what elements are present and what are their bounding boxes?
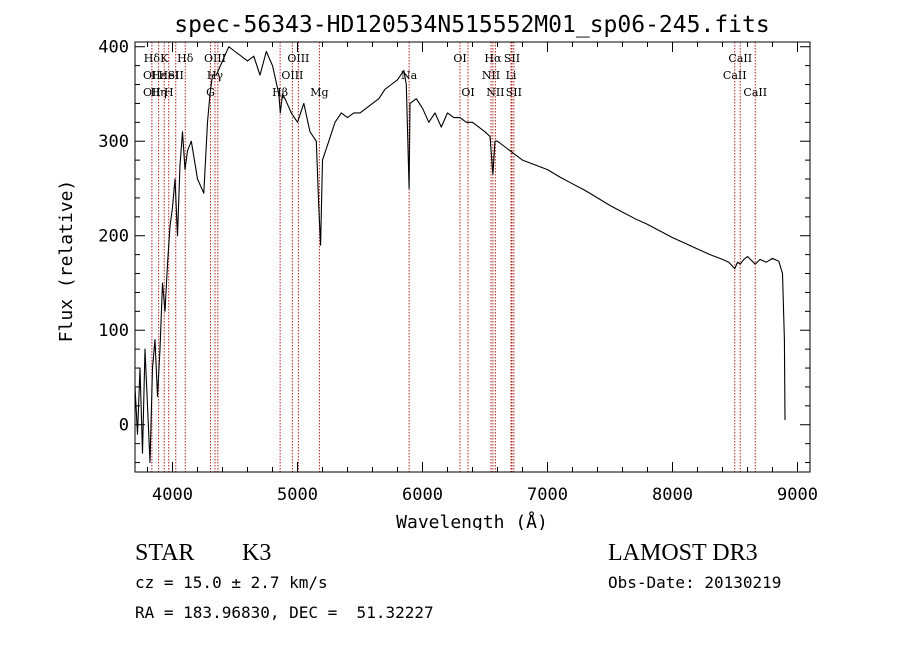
feature-label: OI	[453, 52, 466, 65]
y-tick-label: 0	[119, 416, 129, 436]
feature-label: OIII	[204, 52, 226, 65]
feature-label: CaII	[743, 86, 767, 99]
feature-label: NII	[486, 86, 504, 99]
feature-label: OIII	[281, 69, 303, 82]
feature-label: SII	[506, 86, 522, 99]
x-tick-label: 8000	[652, 485, 693, 505]
x-tick-label: 6000	[402, 485, 443, 505]
feature-label: H	[164, 86, 174, 99]
feature-label: Hγ	[207, 69, 224, 82]
feature-label: OIII	[287, 52, 309, 65]
x-tick-label: 9000	[777, 485, 818, 505]
feature-label: SII	[168, 69, 184, 82]
feature-label: HeI	[159, 69, 179, 82]
y-tick-label: 100	[98, 321, 129, 341]
spectrum-plot: spec-56343-HD120534N515552M01_sp06-245.f…	[56, 12, 818, 530]
feature-label: Hη	[151, 86, 167, 99]
feature-label: Hα	[484, 52, 502, 65]
star-subclass: K3	[242, 540, 272, 566]
x-tick-label: 5000	[277, 485, 318, 505]
feature-label: OII	[143, 86, 161, 99]
feature-label: G	[206, 86, 215, 99]
feature-label: OI	[461, 86, 474, 99]
feature-label: CaII	[728, 52, 752, 65]
feature-label: K	[160, 52, 169, 65]
spectrum-series	[135, 46, 786, 464]
redshift-value: cz = 15.0 ± 2.7 km/s	[135, 573, 328, 592]
survey-name: LAMOST DR3	[608, 540, 758, 566]
plot-frame	[134, 41, 811, 473]
tick-labels: 4000 5000 6000 7000 8000 9000 0 100 200 300 400	[98, 38, 818, 505]
star-class: STAR	[135, 540, 195, 566]
feature-lines	[151, 42, 756, 472]
x-tick-label: 7000	[527, 485, 568, 505]
feature-label: Hδ	[144, 52, 161, 65]
feature-label: SII	[504, 52, 520, 65]
feature-label: OII	[143, 69, 161, 82]
x-axis-label: Wavelength (Å)	[396, 511, 548, 530]
y-tick-label: 300	[98, 132, 129, 152]
ra-dec: RA = 183.96830, DEC = 51.32227	[135, 603, 434, 622]
feature-label: Hε	[151, 69, 167, 82]
obs-date: Obs-Date: 20130219	[608, 573, 782, 592]
y-tick-label: 200	[98, 227, 129, 247]
feature-label: Na	[401, 69, 418, 82]
feature-label: Mg	[310, 86, 328, 99]
chart-title: spec-56343-HD120534N515552M01_sp06-245.f…	[174, 12, 769, 38]
x-tick-label: 4000	[152, 485, 193, 505]
feature-label: Hδ	[177, 52, 194, 65]
y-axis-label: Flux (relative)	[56, 180, 77, 343]
feature-label: CaII	[723, 69, 747, 82]
feature-label: Hβ	[272, 86, 288, 99]
spectrum-line	[135, 46, 786, 464]
feature-label: NII	[482, 69, 500, 82]
feature-labels: HδOIIOIIHεHηKHeIHSIIHδGOIIIHγHβOIIIOIIIM…	[143, 52, 767, 99]
feature-label: Li	[506, 69, 517, 82]
axes	[134, 41, 811, 473]
y-tick-label: 400	[98, 38, 129, 58]
